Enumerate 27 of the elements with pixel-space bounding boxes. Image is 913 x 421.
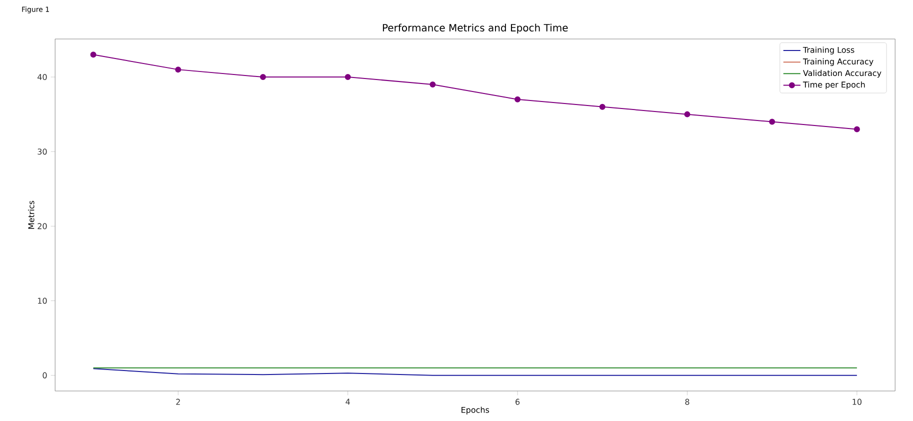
x-axis-title: Epochs (462, 406, 490, 414)
legend-label: Training Accuracy (802, 58, 874, 66)
legend-label: Validation Accuracy (803, 70, 882, 78)
point (430, 81, 436, 88)
y-axis-title: Metrics (28, 200, 34, 229)
point (344, 74, 351, 80)
point (769, 118, 776, 125)
point (175, 66, 182, 73)
point (514, 96, 521, 102)
y-tick-label: 20 (38, 223, 47, 230)
y-tick-label: 40 (38, 74, 47, 80)
point (854, 126, 860, 132)
chart-title: Performance Metrics and Epoch Time (382, 24, 568, 34)
x-tick-label: 6 (516, 398, 520, 405)
y-tick-label: 10 (38, 298, 47, 304)
x-tick-label: 2 (176, 398, 180, 405)
point (599, 104, 606, 110)
point (260, 74, 266, 80)
x-tick-label: 10 (852, 398, 862, 405)
y-tick-label: 30 (38, 148, 47, 155)
legend-label: Time per Epoch (802, 81, 865, 90)
point (90, 52, 96, 58)
legend-label: Training Loss (802, 46, 854, 54)
y-tick-label: 0 (42, 372, 47, 378)
point (684, 111, 690, 118)
x-tick-label: 4 (346, 398, 350, 405)
x-tick-label: 8 (685, 398, 690, 405)
